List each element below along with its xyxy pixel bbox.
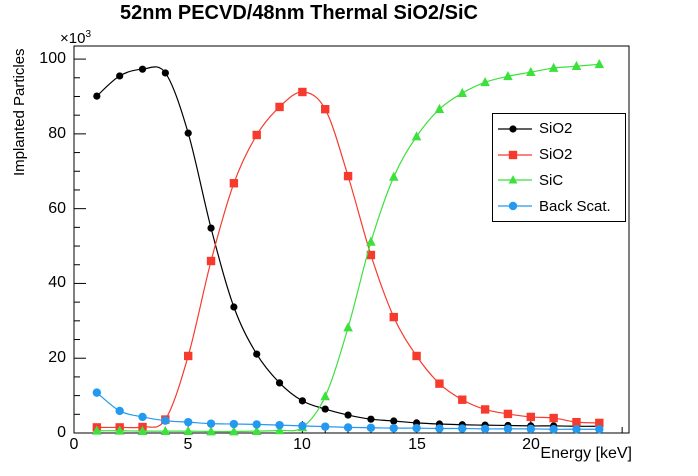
y-tick-label-80: 80	[48, 125, 66, 142]
y-axis-multiplier-exponent: 3	[85, 29, 92, 40]
chart-title: 52nm PECVD/48nm Thermal SiO2/SiC	[120, 2, 478, 24]
x-tick-label-0: 0	[69, 436, 79, 453]
legend-row-backscatter: Back Scat.	[497, 194, 625, 218]
y-tick-label-0: 0	[57, 424, 66, 441]
legend-marker-circle-black	[498, 125, 532, 133]
legend-label: SiC	[539, 171, 564, 189]
x-tick-label-10: 10	[293, 436, 311, 453]
y-tick-label-60: 60	[48, 200, 66, 217]
x-tick-label-20: 20	[522, 436, 540, 453]
x-tick-label-5: 5	[183, 436, 193, 453]
legend-label: SiO2	[539, 120, 573, 138]
x-axis-title: Energy [keV]	[540, 445, 632, 462]
y-axis-multiplier: ×103	[60, 29, 91, 47]
legend-marker-square-red	[498, 150, 532, 159]
legend-row-sio2-pecvd: SiO2	[497, 117, 625, 141]
y-axis-title: Implanted Particles	[11, 48, 28, 176]
y-tick-label-40: 40	[48, 274, 66, 291]
legend-marker-triangle-green	[498, 175, 532, 184]
legend-row-sio2-thermal: SiO2	[497, 143, 625, 167]
y-tick-label-100: 100	[39, 50, 66, 67]
legend-label: SiO2	[539, 146, 573, 164]
legend: SiO2 SiO2 SiC Back Scat.	[492, 113, 626, 222]
legend-row-sic: SiC	[497, 168, 625, 192]
legend-label: Back Scat.	[539, 197, 611, 215]
legend-marker-circle-blue	[498, 201, 532, 211]
x-tick-label-15: 15	[408, 436, 426, 453]
y-tick-label-20: 20	[48, 349, 66, 366]
y-axis-multiplier-base: ×10	[60, 30, 86, 47]
